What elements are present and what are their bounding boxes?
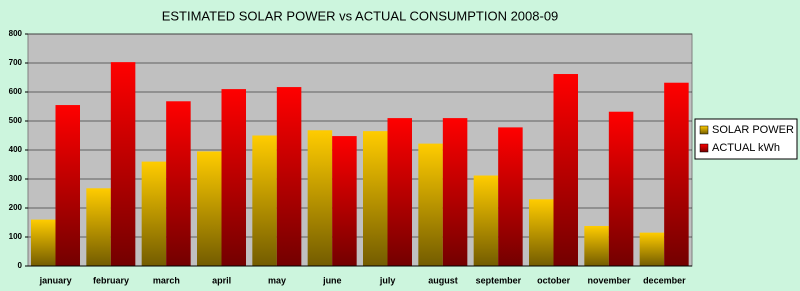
y-tick-label: 700 (9, 58, 23, 67)
x-tick-label: july (379, 275, 396, 285)
bar (498, 127, 523, 266)
bar (639, 232, 665, 266)
y-tick-label: 200 (9, 203, 23, 212)
bar (608, 111, 634, 266)
bar (31, 219, 56, 266)
chart-title: ESTIMATED SOLAR POWER vs ACTUAL CONSUMPT… (162, 8, 559, 23)
legend-swatch (699, 143, 709, 153)
bar (664, 82, 689, 266)
y-tick-label: 400 (9, 145, 23, 154)
bar (276, 87, 302, 266)
bar (307, 130, 333, 266)
legend (694, 118, 798, 160)
x-tick-label: june (322, 275, 342, 285)
x-tick-label: december (643, 275, 686, 285)
x-tick-label: august (428, 275, 458, 285)
bar (252, 135, 277, 266)
legend-label: SOLAR POWER (712, 124, 794, 136)
y-tick-label: 800 (9, 29, 23, 38)
x-tick-label: march (153, 275, 180, 285)
bar (110, 62, 136, 266)
x-tick-label: september (476, 275, 522, 285)
bar (86, 188, 111, 266)
bar (418, 143, 443, 266)
bar (166, 101, 191, 266)
x-tick-label: april (212, 275, 231, 285)
bar (55, 105, 80, 266)
bar (197, 151, 222, 266)
y-tick-label: 500 (9, 116, 23, 125)
bar (221, 89, 246, 266)
bar (584, 225, 609, 266)
bar (473, 175, 499, 266)
x-tick-label: february (93, 275, 129, 285)
legend-label: ACTUAL kWh (712, 142, 780, 154)
bar (442, 118, 468, 266)
bar (141, 161, 167, 266)
bar (387, 118, 412, 266)
y-tick-label: 600 (9, 87, 23, 96)
x-tick-label: november (587, 275, 631, 285)
bar (553, 74, 578, 267)
y-tick-label: 0 (18, 261, 23, 270)
bar (363, 131, 388, 266)
x-tick-label: may (268, 275, 286, 285)
legend-swatch (699, 125, 709, 135)
bar (332, 136, 357, 266)
x-tick-label: october (537, 275, 571, 285)
y-tick-label: 100 (9, 232, 23, 241)
y-tick-label: 300 (9, 174, 23, 183)
bar (529, 199, 554, 266)
x-tick-label: january (39, 275, 72, 285)
